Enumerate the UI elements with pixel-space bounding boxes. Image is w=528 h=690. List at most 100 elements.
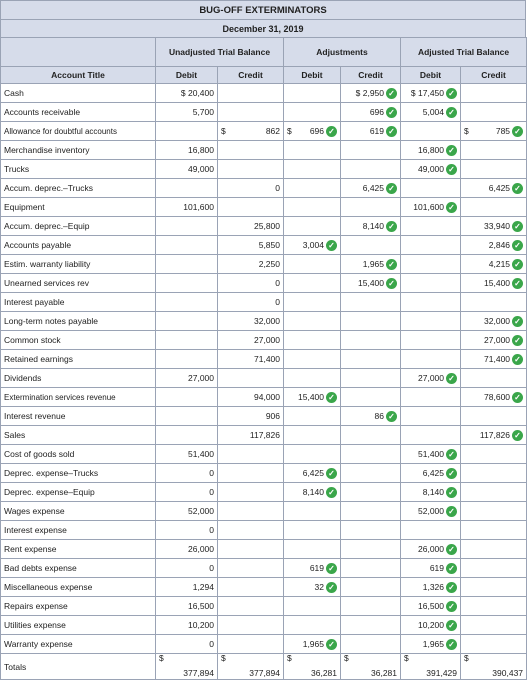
account-title: Interest revenue	[0, 406, 156, 426]
trial-balance-table: Unadjusted Trial Balance Adjustments Adj…	[0, 37, 528, 680]
adjustments-debit-cell[interactable]: $696 ✓	[283, 121, 341, 141]
unadjusted-credit-cell[interactable]: 27,000	[217, 330, 284, 350]
unadjusted-debit-cell[interactable]: 10,200	[155, 615, 218, 635]
unadjusted-credit-cell[interactable]: 117,826	[217, 425, 284, 445]
adjustments-debit-cell[interactable]: 619 ✓	[283, 558, 341, 578]
adjusted-debit-cell[interactable]: 6,425 ✓	[400, 463, 462, 483]
unadjusted-debit-cell[interactable]: 16,500	[155, 596, 218, 616]
adjustments-debit-cell[interactable]: 15,400 ✓	[283, 387, 341, 407]
amount-value: 1,965	[362, 259, 385, 269]
unadjusted-debit-cell[interactable]: 27,000	[155, 368, 218, 388]
adjustments-credit-cell[interactable]: 15,400 ✓	[339, 273, 402, 293]
adjusted-debit-cell[interactable]: 10,200 ✓	[400, 615, 462, 635]
account-title: Cost of goods sold	[0, 444, 156, 464]
unadjusted-credit-cell[interactable]: 906	[217, 406, 284, 426]
unadjusted-credit-cell	[217, 577, 284, 597]
adjusted-credit-cell[interactable]: 32,000 ✓	[460, 311, 528, 331]
unadjusted-debit-cell[interactable]: 0	[155, 520, 218, 540]
adjusted-debit-cell[interactable]: 16,800 ✓	[400, 140, 462, 160]
amount-value: 5,850	[258, 240, 280, 250]
adjustments-debit-cell[interactable]: 3,004 ✓	[283, 235, 341, 255]
adjusted-debit-cell[interactable]: 619 ✓	[400, 558, 462, 578]
adjustments-debit-cell[interactable]: 32 ✓	[283, 577, 341, 597]
adjusted-debit-cell[interactable]: 101,600 ✓	[400, 197, 462, 217]
adjustments-credit-cell[interactable]: 86 ✓	[339, 406, 402, 426]
adjusted-credit-cell	[460, 83, 528, 103]
unadjusted-credit-cell	[217, 634, 284, 654]
adjusted-credit-cell[interactable]: 4,215 ✓	[460, 254, 528, 274]
adjusted-debit-cell[interactable]: 1,965 ✓	[400, 634, 462, 654]
adjusted-debit-cell[interactable]: 1,326 ✓	[400, 577, 462, 597]
adjusted-debit-cell[interactable]: 49,000 ✓	[400, 159, 462, 179]
check-circle-icon: ✓	[446, 543, 458, 555]
adjusted-debit-cell[interactable]: $ 17,450 ✓	[400, 83, 462, 103]
amount-value: 0	[275, 297, 280, 307]
adjustments-credit-header: Credit	[339, 66, 402, 84]
adjusted-debit-cell[interactable]: 5,004 ✓	[400, 102, 462, 122]
adjustments-credit-cell[interactable]: 619 ✓	[339, 121, 402, 141]
adjusted-debit-cell[interactable]: 8,140 ✓	[400, 482, 462, 502]
unadjusted-credit-cell	[217, 102, 284, 122]
adjusted-debit-cell	[400, 121, 462, 141]
amount-value: 16,800	[418, 145, 445, 155]
unadjusted-credit-cell[interactable]: 71,400	[217, 349, 284, 369]
unadjusted-credit-cell[interactable]: 94,000	[217, 387, 284, 407]
adjusted-debit-cell[interactable]: 16,500 ✓	[400, 596, 462, 616]
adjusted-credit-cell[interactable]: 33,940 ✓	[460, 216, 528, 236]
account-title: Utilities expense	[0, 615, 156, 635]
adjustments-debit-cell	[283, 178, 341, 198]
adjustments-credit-cell[interactable]: 696 ✓	[339, 102, 402, 122]
adjusted-debit-cell	[400, 178, 462, 198]
unadjusted-debit-cell[interactable]: 16,800	[155, 140, 218, 160]
account-title: Accum. deprec.–Trucks	[0, 178, 156, 198]
unadjusted-debit-cell[interactable]: 52,000	[155, 501, 218, 521]
adjusted-debit-cell[interactable]: 26,000 ✓	[400, 539, 462, 559]
unadjusted-debit-cell[interactable]: $ 20,400	[155, 83, 218, 103]
unadjusted-debit-cell[interactable]: 5,700	[155, 102, 218, 122]
adjustments-credit-cell[interactable]: 6,425 ✓	[339, 178, 402, 198]
check-circle-icon: ✓	[386, 277, 398, 289]
amount-value: 52,000	[418, 506, 445, 516]
unadjusted-credit-cell[interactable]: 0	[217, 273, 284, 293]
unadjusted-credit-cell[interactable]: $862	[217, 121, 284, 141]
unadjusted-credit-cell[interactable]: 32,000	[217, 311, 284, 331]
adjustments-debit-cell	[283, 406, 341, 426]
adjusted-debit-cell[interactable]: 27,000 ✓	[400, 368, 462, 388]
adjusted-debit-cell[interactable]: 51,400 ✓	[400, 444, 462, 464]
unadjusted-credit-cell[interactable]: 5,850	[217, 235, 284, 255]
unadjusted-debit-cell[interactable]: 51,400	[155, 444, 218, 464]
unadjusted-debit-cell[interactable]: 0	[155, 463, 218, 483]
adjusted-credit-cell[interactable]: 71,400 ✓	[460, 349, 528, 369]
unadjusted-credit-cell[interactable]: 25,800	[217, 216, 284, 236]
adjusted-credit-cell[interactable]: 6,425 ✓	[460, 178, 528, 198]
adjusted-credit-cell[interactable]: $785 ✓	[460, 121, 528, 141]
adjustments-debit-cell[interactable]: 8,140 ✓	[283, 482, 341, 502]
amount-value: 785	[495, 126, 511, 136]
unadjusted-debit-cell[interactable]: 49,000	[155, 159, 218, 179]
account-title: Long-term notes payable	[0, 311, 156, 331]
adjustments-debit-cell[interactable]: 6,425 ✓	[283, 463, 341, 483]
unadjusted-debit-cell[interactable]: 101,600	[155, 197, 218, 217]
unadjusted-credit-cell[interactable]: 0	[217, 292, 284, 312]
unadjusted-debit-cell[interactable]: 1,294	[155, 577, 218, 597]
adjustments-credit-cell[interactable]: 8,140 ✓	[339, 216, 402, 236]
adjusted-credit-cell[interactable]: 117,826 ✓	[460, 425, 528, 445]
check-circle-icon: ✓	[446, 201, 458, 213]
adjusted-credit-cell[interactable]: 27,000 ✓	[460, 330, 528, 350]
adjusted-debit-cell[interactable]: 52,000 ✓	[400, 501, 462, 521]
unadjusted-debit-cell[interactable]: 0	[155, 482, 218, 502]
unadjusted-debit-cell[interactable]: 0	[155, 558, 218, 578]
unadjusted-credit-cell[interactable]: 0	[217, 178, 284, 198]
check-circle-icon: ✓	[386, 410, 398, 422]
adjustments-debit-cell[interactable]: 1,965 ✓	[283, 634, 341, 654]
adjusted-credit-cell[interactable]: 15,400 ✓	[460, 273, 528, 293]
unadjusted-debit-cell[interactable]: 26,000	[155, 539, 218, 559]
adjustments-credit-cell[interactable]: $ 2,950 ✓	[339, 83, 402, 103]
unadjusted-debit-cell	[155, 387, 218, 407]
adjusted-credit-cell[interactable]: 2,846 ✓	[460, 235, 528, 255]
adjusted-credit-cell[interactable]: 78,600 ✓	[460, 387, 528, 407]
adjustments-credit-cell	[339, 463, 402, 483]
adjustments-credit-cell[interactable]: 1,965 ✓	[339, 254, 402, 274]
unadjusted-credit-cell[interactable]: 2,250	[217, 254, 284, 274]
unadjusted-debit-cell[interactable]: 0	[155, 634, 218, 654]
